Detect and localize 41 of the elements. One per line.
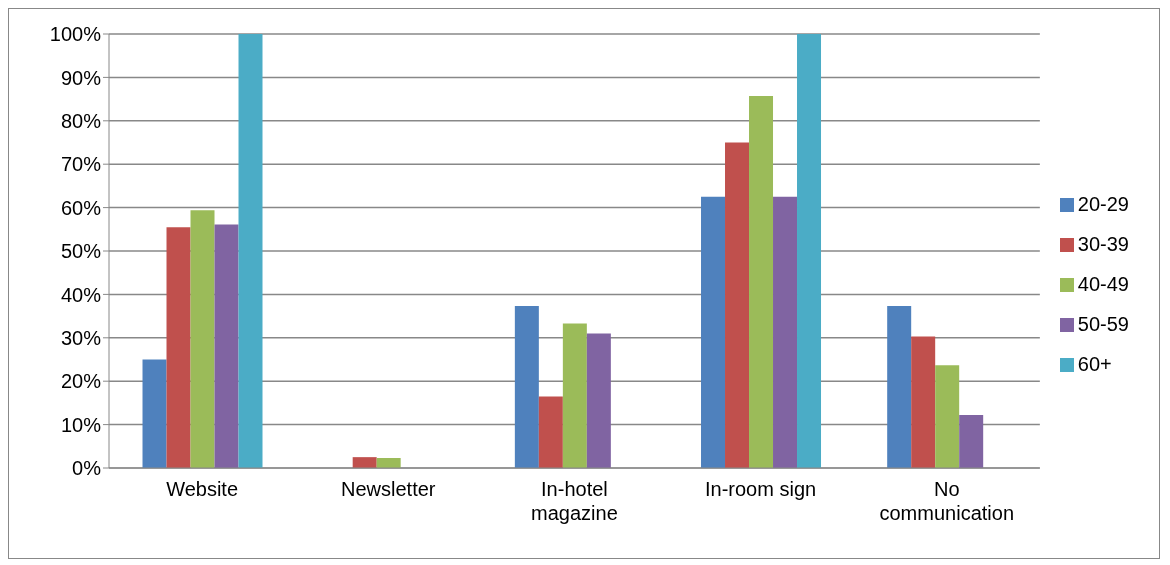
legend-label: 60+: [1077, 352, 1112, 375]
bar: [935, 365, 960, 468]
bar: [562, 323, 587, 468]
bar: [190, 210, 215, 468]
y-tick-label: 80%: [60, 109, 102, 132]
bar: [797, 34, 822, 468]
bar: [586, 333, 611, 468]
y-tick-label: 30%: [60, 326, 102, 349]
legend-label: 30-39: [1077, 232, 1129, 255]
bar: [376, 458, 401, 468]
legend-label: 40-49: [1077, 272, 1129, 295]
x-tick-label: In-room sign: [705, 478, 817, 500]
x-tick-label: In-hotel magazine: [531, 478, 618, 524]
bar: [701, 196, 726, 468]
bar: [959, 415, 984, 468]
bar: [911, 336, 936, 468]
x-tick-label: Website: [166, 478, 239, 500]
bar: [514, 306, 539, 468]
y-tick-label: 50%: [60, 240, 102, 263]
bar: [238, 34, 263, 468]
y-tick-label: 20%: [60, 370, 102, 393]
bar: [749, 96, 774, 468]
y-tick-label: 100%: [49, 23, 102, 46]
bar: [773, 196, 798, 468]
legend-label: 50-59: [1077, 312, 1129, 335]
y-tick-label: 60%: [60, 196, 102, 219]
y-tick-label: 0%: [72, 457, 102, 480]
y-tick-label: 40%: [60, 283, 102, 306]
bar: [214, 224, 239, 468]
bar: [166, 227, 191, 468]
x-tick-label: No communication: [879, 478, 1015, 524]
y-tick-label: 70%: [60, 153, 102, 176]
y-tick-label: 10%: [60, 413, 102, 436]
bar: [887, 306, 912, 468]
bar: [538, 396, 563, 468]
bar: [725, 142, 750, 468]
y-tick-label: 90%: [60, 66, 102, 89]
legend-label: 20-29: [1077, 192, 1129, 215]
bar: [352, 457, 377, 468]
bar: [142, 359, 167, 468]
x-tick-label: Newsletter: [341, 478, 436, 500]
